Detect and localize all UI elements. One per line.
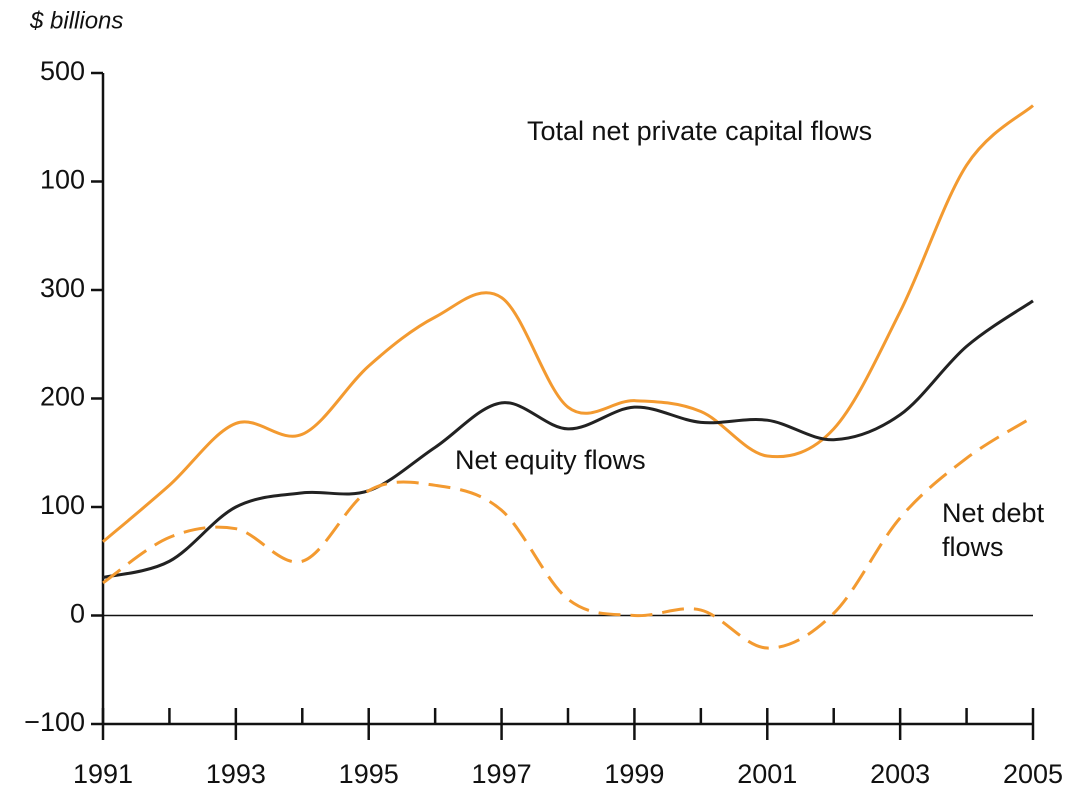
series-label: Net equity flows [455,445,646,475]
x-tick-label: 2003 [870,759,930,789]
y-tick-label: 500 [40,56,85,86]
y-tick-label: 100 [40,165,85,195]
series-line [102,104,1035,543]
series-line [102,415,1034,650]
y-axis-unit: $ billions [29,7,123,34]
x-tick-label: 2005 [1003,759,1063,789]
y-tick-label: 0 [70,599,85,629]
y-tick-label: 300 [40,273,85,303]
y-tick-label: 200 [40,382,85,412]
x-tick-label: 1995 [339,759,399,789]
x-tick-label: 2001 [737,759,797,789]
series-label: Total net private capital flows [527,116,873,146]
x-tick-label: 1991 [73,759,133,789]
y-tick-label: −100 [24,707,85,737]
series-label: Net debt flows [942,498,1045,562]
series-line [102,299,1034,579]
x-tick-label: 1997 [472,759,532,789]
x-tick-label: 1993 [206,759,266,789]
x-tick-label: 1999 [604,759,664,789]
y-tick-label: 100 [40,490,85,520]
